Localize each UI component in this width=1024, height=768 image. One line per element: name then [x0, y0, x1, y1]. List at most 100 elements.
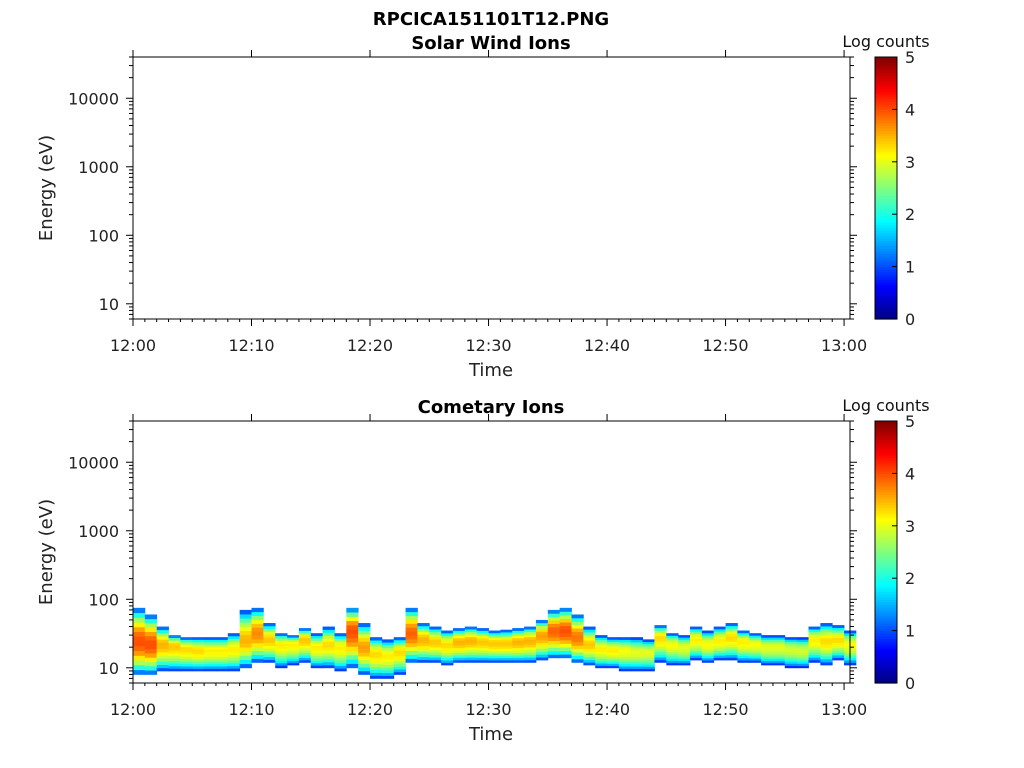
heatmap-cell	[654, 625, 667, 629]
heatmap-cell	[275, 655, 288, 659]
heatmap-cell	[772, 647, 786, 651]
heatmap-cell	[215, 639, 229, 643]
heatmap-cell	[298, 640, 312, 644]
heatmap-cell	[204, 649, 217, 653]
colorbar-segment	[875, 180, 897, 184]
heatmap-cell	[287, 658, 300, 662]
x-tick-label: 12:30	[465, 336, 511, 355]
colorbar-segment	[875, 578, 897, 582]
heatmap-cell	[630, 668, 643, 672]
colorbar-segment	[875, 70, 897, 74]
heatmap-cell	[678, 641, 691, 645]
heatmap-cell	[180, 639, 193, 643]
colorbar-segment	[875, 64, 897, 69]
heatmap-cell	[393, 645, 406, 649]
colorbar-segment	[875, 449, 897, 454]
colorbar-segment	[875, 57, 897, 61]
heatmap-cell	[464, 657, 478, 661]
heatmap-cell	[358, 630, 371, 635]
colorbar-segment	[875, 630, 897, 634]
colorbar-segment	[875, 290, 897, 294]
heatmap-cell	[417, 648, 430, 652]
colorbar-segment	[875, 614, 897, 619]
heatmap-cell	[654, 649, 667, 653]
heatmap-cell	[405, 635, 418, 640]
heatmap-cell	[666, 660, 679, 664]
heatmap-cell	[642, 659, 655, 663]
heatmap-cell	[607, 650, 620, 653]
heatmap-cell	[156, 639, 169, 643]
heatmap-cell	[618, 641, 632, 645]
heatmap-cell	[512, 655, 525, 658]
heatmap-cell	[512, 657, 525, 661]
heatmap-cell	[737, 637, 750, 641]
heatmap-cell	[322, 641, 335, 645]
colorbar-segment	[875, 311, 897, 315]
heatmap-cell	[381, 661, 395, 665]
colorbar-segment	[875, 305, 897, 310]
heatmap-cell	[358, 656, 371, 661]
heatmap-cell	[642, 655, 655, 658]
colorbar-segment	[875, 219, 897, 223]
heatmap-cell	[772, 660, 786, 664]
x-tick-label: 12:40	[584, 336, 630, 355]
heatmap-cell	[180, 637, 193, 640]
heatmap-cell	[583, 645, 596, 649]
heatmap-cell	[417, 656, 430, 660]
y-axis-label: Energy (eV)	[36, 499, 57, 605]
heatmap-cell	[263, 631, 276, 635]
heatmap-cell	[607, 639, 620, 642]
heatmap-cell	[239, 663, 252, 669]
heatmap-cell	[215, 666, 229, 669]
heatmap-cell	[441, 632, 454, 636]
heatmap-cell	[204, 646, 217, 650]
heatmap-cell	[215, 658, 229, 662]
heatmap-cell	[808, 626, 821, 630]
colorbar-segment	[875, 240, 897, 244]
heatmap-cell	[346, 663, 359, 669]
heatmap-cell	[500, 648, 513, 652]
heatmap-cell	[524, 654, 537, 658]
heatmap-cell	[512, 630, 525, 634]
heatmap-cell	[654, 643, 667, 647]
heatmap-cell	[524, 644, 537, 648]
heatmap-cell	[275, 648, 288, 651]
colorbar-segment	[875, 444, 897, 448]
colorbar-segment	[875, 256, 897, 260]
heatmap-cell	[464, 659, 478, 663]
heatmap-cell	[618, 663, 632, 667]
heatmap-cell	[370, 669, 383, 673]
x-tick-label: 12:30	[465, 700, 511, 719]
heatmap-cell	[547, 609, 561, 614]
x-tick-label: 12:50	[703, 700, 749, 719]
heatmap-cell	[642, 657, 655, 661]
colorbar-segment	[875, 538, 897, 543]
heatmap-cell	[239, 642, 252, 648]
heatmap-cell	[524, 641, 537, 645]
heatmap-cell	[310, 645, 324, 649]
heatmap-cell	[524, 649, 537, 653]
heatmap-cell	[298, 657, 312, 661]
colorbar-segment	[875, 510, 897, 514]
heatmap-cell	[820, 626, 833, 630]
heatmap-cell	[287, 637, 300, 640]
heatmap-cell	[393, 663, 406, 667]
heatmap-cell	[535, 628, 549, 632]
heatmap-cell	[334, 641, 347, 645]
heatmap-cell	[298, 637, 312, 641]
heatmap-cell	[701, 637, 715, 641]
colorbar-segment	[875, 138, 897, 142]
heatmap-cell	[429, 647, 442, 650]
heatmap-cell	[832, 655, 845, 658]
heatmap-cell	[535, 634, 549, 638]
heatmap-cell	[630, 663, 643, 667]
heatmap-cell	[808, 647, 821, 650]
colorbar-segment	[875, 114, 897, 118]
heatmap-cell	[559, 607, 572, 612]
heatmap-cell	[690, 640, 703, 644]
heatmap-cell	[215, 646, 229, 650]
colorbar-segment	[875, 227, 897, 231]
colorbar-segment	[875, 135, 897, 139]
colorbar-tick-label: 4	[905, 464, 915, 483]
heatmap-cell	[618, 666, 632, 669]
